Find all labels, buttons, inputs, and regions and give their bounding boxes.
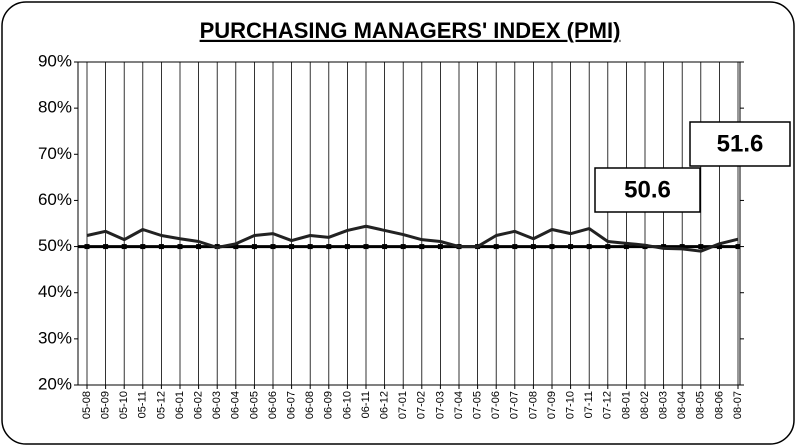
x-tick-label: 05-12 [155, 391, 167, 419]
reference-marker [512, 244, 518, 250]
reference-marker [568, 244, 574, 250]
reference-marker [270, 244, 276, 250]
x-tick-label: 08-03 [658, 391, 670, 419]
reference-marker [735, 244, 741, 250]
chart-title: PURCHASING MANAGERS' INDEX (PMI) [200, 18, 621, 43]
reference-marker [679, 244, 685, 250]
x-tick-label: 05-08 [81, 391, 93, 419]
y-tick-label: 20% [38, 374, 72, 393]
x-tick-label: 05-09 [100, 391, 112, 419]
x-tick-label: 05-10 [118, 391, 130, 419]
x-tick-label: 07-07 [509, 391, 521, 419]
x-tick-label: 08-04 [676, 391, 688, 419]
x-tick-label: 07-12 [602, 391, 614, 419]
reference-marker [363, 244, 369, 250]
y-tick-label: 80% [38, 98, 72, 117]
x-tick-label: 06-08 [304, 391, 316, 419]
value-label: 51.6 [717, 130, 764, 157]
x-tick-label: 06-06 [267, 391, 279, 419]
reference-marker [233, 244, 239, 250]
reference-marker [140, 244, 146, 250]
reference-marker [289, 244, 295, 250]
x-tick-label: 06-09 [323, 391, 335, 419]
x-tick-label: 07-10 [565, 391, 577, 419]
reference-marker [586, 244, 592, 250]
value-label: 50.6 [624, 176, 671, 203]
y-tick-label: 30% [38, 328, 72, 347]
x-tick-label: 06-01 [174, 391, 186, 419]
reference-marker [382, 244, 388, 250]
reference-marker [493, 244, 499, 250]
x-tick-label: 07-09 [546, 391, 558, 419]
reference-marker [344, 244, 350, 250]
series-line [86, 224, 739, 253]
x-tick-label: 06-11 [360, 391, 372, 418]
x-tick-label: 07-04 [453, 391, 465, 419]
reference-marker [103, 244, 109, 250]
reference-marker [623, 244, 629, 250]
x-tick-label: 07-08 [527, 391, 539, 419]
reference-marker [307, 244, 313, 250]
y-tick-label: 40% [38, 282, 72, 301]
y-tick-label: 70% [38, 144, 72, 163]
reference-marker [419, 244, 425, 250]
x-tick-label: 06-07 [286, 391, 298, 419]
reference-marker [326, 244, 332, 250]
value-label-box [594, 167, 701, 213]
y-tick-label: 60% [38, 190, 72, 209]
reference-marker [121, 244, 127, 250]
reference-marker [251, 244, 257, 250]
reference-marker [698, 244, 704, 250]
value-label-box [689, 121, 791, 167]
x-tick-label: 06-12 [379, 391, 391, 419]
x-tick-label: 06-03 [211, 391, 223, 419]
reference-marker [84, 244, 90, 250]
plot-border [77, 61, 741, 386]
x-tick-label: 06-04 [230, 391, 242, 419]
reference-marker [716, 244, 722, 250]
x-tick-label: 08-07 [732, 391, 744, 419]
x-tick-label: 06-02 [193, 391, 205, 419]
reference-marker [177, 244, 183, 250]
x-tick-label: 06-10 [341, 391, 353, 419]
x-tick-label: 08-06 [713, 391, 725, 419]
reference-marker [196, 244, 202, 250]
x-tick-label: 08-01 [620, 391, 632, 419]
x-tick-label: 07-02 [416, 391, 428, 419]
reference-marker [661, 244, 667, 250]
x-tick-label: 05-11 [137, 391, 149, 418]
reference-marker [605, 244, 611, 250]
x-tick-label: 07-06 [490, 391, 502, 419]
y-tick-label: 50% [38, 236, 72, 255]
reference-marker [437, 244, 443, 250]
y-tick-label: 90% [38, 51, 72, 70]
x-tick-label: 07-03 [434, 391, 446, 419]
reference-marker [530, 244, 536, 250]
reference-marker [400, 244, 406, 250]
reference-marker [158, 244, 164, 250]
x-tick-label: 08-05 [695, 391, 707, 419]
x-tick-label: 07-11 [583, 391, 595, 418]
x-tick-label: 08-02 [639, 391, 651, 419]
reference-marker [549, 244, 555, 250]
x-tick-label: 06-05 [248, 391, 260, 419]
x-tick-label: 07-05 [472, 391, 484, 419]
x-tick-label: 07-01 [397, 391, 409, 419]
